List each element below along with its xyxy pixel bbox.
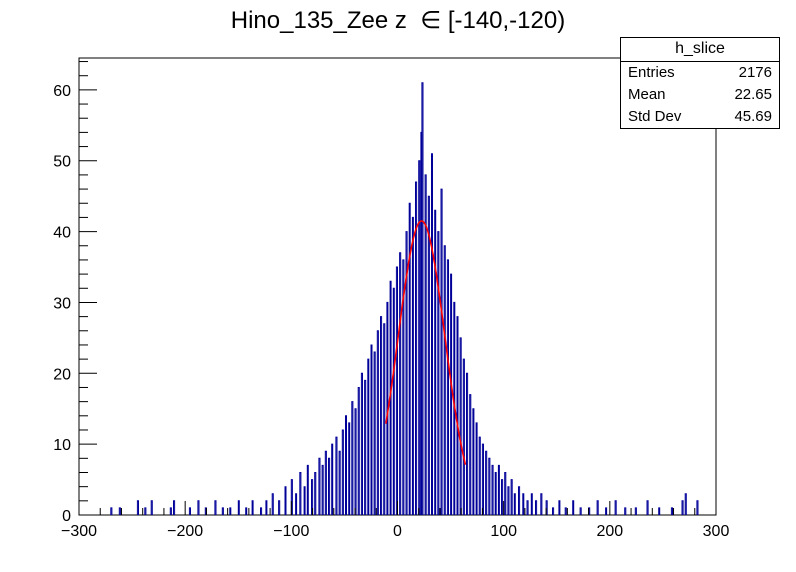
x-axis: −300 −200 −100 0 100 200 300: [61, 501, 729, 540]
y-tick-label: 0: [62, 508, 71, 525]
title-symbol: ∈: [420, 7, 442, 34]
x-tick-label: −300: [61, 523, 97, 540]
chart-title: Hino_135_Zee z ∈ [-140,-120): [0, 6, 796, 35]
stat-box: h_slice Entries 2176 Mean 22.65 Std Dev …: [620, 37, 780, 129]
title-range: [-140,-120): [447, 7, 566, 34]
histogram-bars: [110, 82, 699, 515]
std-value: 45.69: [734, 108, 772, 125]
x-tick-label: 200: [596, 523, 623, 540]
entries-value: 2176: [738, 64, 772, 81]
mean-label: Mean: [628, 86, 666, 103]
stat-row-mean: Mean 22.65: [621, 84, 779, 106]
entries-label: Entries: [628, 64, 675, 81]
stat-row-entries: Entries 2176: [621, 62, 779, 84]
y-tick-label: 20: [53, 366, 71, 383]
title-main: Hino_135_Zee z: [230, 7, 407, 34]
y-tick-label: 30: [53, 295, 71, 312]
y-tick-label: 10: [53, 437, 71, 454]
x-tick-label: −200: [167, 523, 203, 540]
histogram-bins: [110, 82, 699, 515]
x-tick-label: −100: [273, 523, 309, 540]
fit-curve: [385, 220, 467, 465]
stat-row-std: Std Dev 45.69: [621, 106, 779, 128]
mean-value: 22.65: [734, 86, 772, 103]
x-tick-label: 0: [393, 523, 402, 540]
stat-box-title: h_slice: [621, 38, 779, 62]
x-tick-label: 300: [703, 523, 730, 540]
y-tick-label: 40: [53, 225, 71, 242]
x-tick-label: 100: [490, 523, 517, 540]
y-tick-label: 50: [53, 154, 71, 171]
y-tick-label: 60: [53, 83, 71, 100]
y-axis: 0 10 20 30 40 50 60: [53, 61, 97, 525]
std-label: Std Dev: [628, 108, 682, 125]
